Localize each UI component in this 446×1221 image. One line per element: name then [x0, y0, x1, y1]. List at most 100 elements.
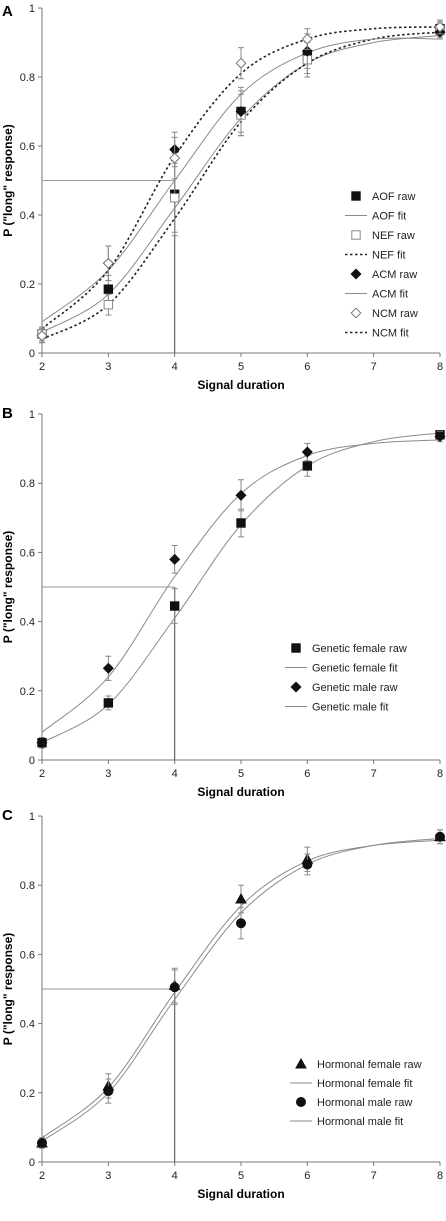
- legend-label-acm-fit: ACM fit: [372, 289, 408, 301]
- data-point-hormonal-male-raw: [169, 982, 180, 993]
- panel-label: B: [2, 405, 13, 422]
- data-point-genetic-male-raw: [102, 662, 114, 674]
- legend-marker-ncm-raw: [350, 307, 362, 319]
- data-point-nef-raw: [103, 300, 114, 310]
- x-tick-label: 3: [105, 768, 111, 780]
- data-point-genetic-female-raw: [169, 601, 180, 611]
- x-tick-label: 4: [172, 1170, 178, 1182]
- legend-marker-hormonal-female-raw: [295, 1057, 307, 1069]
- x-tick-label: 6: [304, 1170, 310, 1182]
- legend-label-hormonal-male-raw: Hormonal male raw: [317, 1097, 412, 1109]
- legend-label-genetic-male-raw: Genetic male raw: [312, 682, 398, 694]
- data-point-ncm-raw: [36, 330, 48, 342]
- data-point-acm-raw: [235, 105, 247, 118]
- legend-marker-genetic-male-raw: [290, 681, 302, 693]
- panel-label: C: [2, 807, 13, 824]
- legend-label-hormonal-male-fit: Hormonal male fit: [317, 1116, 403, 1128]
- panel-b: B 0 0.2 0.4 0.6 0.8 1 2 3 4 5 6 7 8 Signal duration P (…: [1, 405, 446, 799]
- y-tick-label: 0.4: [20, 210, 35, 222]
- y-tick-label: 0.6: [20, 547, 35, 559]
- data-point-hormonal-male-raw: [435, 831, 445, 842]
- y-tick-label: 1: [29, 409, 35, 421]
- y-axis-label: P ("long" response): [1, 531, 15, 644]
- y-tick-label: 0.6: [20, 141, 35, 153]
- data-point-ncm-raw: [102, 257, 114, 269]
- data-point-ncm-raw: [235, 57, 247, 69]
- data-point-hormonal-male-raw: [103, 1086, 114, 1097]
- x-tick-label: 7: [371, 1170, 377, 1182]
- y-tick-label: 1: [29, 811, 35, 823]
- legend-label-aof-fit: AOF fit: [372, 211, 406, 223]
- legend-label-ncm-fit: NCM fit: [372, 328, 409, 340]
- data-point-hormonal-female-raw: [235, 893, 247, 904]
- fit-curve-ncm-fit: [41, 26, 441, 330]
- panel-a: A 0 0.2 0.4 0.6 0.8 1 2 3 4 5 6 7 8 Signal duration P (…: [1, 3, 446, 392]
- y-tick-label: 0: [29, 1157, 35, 1169]
- y-axis-label: P ("long" response): [1, 124, 15, 237]
- y-tick-label: 0.8: [20, 880, 35, 892]
- x-tick-label: 7: [371, 361, 377, 373]
- legend-marker-acm-raw: [350, 268, 362, 280]
- x-tick-label: 2: [39, 361, 45, 373]
- legend-label-acm-raw: ACM raw: [372, 269, 417, 281]
- x-tick-label: 5: [238, 361, 244, 373]
- y-axis-label: P ("long" response): [1, 933, 15, 1046]
- y-tick-label: 0: [29, 348, 35, 360]
- data-point-hormonal-male-raw: [302, 859, 313, 870]
- fit-curve-hormonal-male-fit: [41, 837, 441, 1142]
- x-axis-label: Signal duration: [197, 1187, 284, 1201]
- legend-label-ncm-raw: NCM raw: [372, 308, 418, 320]
- legend-label-hormonal-female-fit: Hormonal female fit: [317, 1078, 412, 1090]
- y-tick-label: 0.2: [20, 279, 35, 291]
- x-tick-label: 2: [39, 768, 45, 780]
- legend-label-genetic-female-fit: Genetic female fit: [312, 663, 398, 675]
- data-point-nef-raw: [169, 193, 180, 203]
- legend-label-hormonal-female-raw: Hormonal female raw: [317, 1059, 422, 1071]
- data-point-hormonal-male-raw: [37, 1137, 47, 1148]
- x-tick-label: 5: [238, 1170, 244, 1182]
- x-tick-label: 8: [437, 1170, 443, 1182]
- panel-label: A: [2, 3, 13, 20]
- y-tick-label: 0.4: [20, 617, 35, 629]
- x-tick-label: 4: [172, 768, 178, 780]
- y-tick-label: 0: [29, 755, 35, 767]
- y-tick-label: 1: [29, 3, 35, 15]
- legend-label-genetic-male-fit: Genetic male fit: [312, 702, 388, 714]
- data-point-genetic-male-raw: [169, 553, 181, 565]
- x-tick-label: 6: [304, 361, 310, 373]
- legend-marker-nef-raw: [351, 230, 361, 240]
- x-axis-label: Signal duration: [197, 785, 284, 799]
- data-point-ncm-raw: [301, 33, 313, 45]
- data-point-acm-raw: [301, 45, 313, 57]
- y-tick-label: 0.8: [20, 72, 35, 84]
- data-point-genetic-female-raw: [103, 698, 114, 708]
- data-point-genetic-male-raw: [434, 430, 446, 442]
- data-point-genetic-male-raw: [36, 737, 48, 749]
- y-tick-label: 0.2: [20, 1088, 35, 1100]
- x-tick-label: 7: [371, 768, 377, 780]
- x-tick-label: 8: [437, 361, 443, 373]
- legend-marker-hormonal-male-raw: [296, 1097, 306, 1107]
- legend-label-genetic-female-raw: Genetic female raw: [312, 643, 407, 655]
- legend-label-aof-raw: AOF raw: [372, 191, 415, 203]
- x-axis-label: Signal duration: [197, 378, 284, 392]
- data-point-hormonal-male-raw: [236, 918, 246, 929]
- y-tick-label: 0.4: [20, 1019, 35, 1031]
- x-tick-label: 4: [172, 361, 178, 373]
- x-tick-label: 3: [105, 361, 111, 373]
- y-tick-label: 0.8: [20, 478, 35, 490]
- legend-label-nef-fit: NEF fit: [372, 250, 406, 262]
- x-tick-label: 5: [238, 768, 244, 780]
- x-tick-label: 6: [304, 768, 310, 780]
- x-tick-label: 3: [105, 1170, 111, 1182]
- y-tick-label: 0.6: [20, 949, 35, 961]
- y-tick-label: 0.2: [20, 686, 35, 698]
- legend-label-nef-raw: NEF raw: [372, 230, 415, 242]
- data-point-genetic-female-raw: [236, 518, 246, 528]
- data-point-ncm-raw: [434, 21, 446, 33]
- data-point-ncm-raw: [169, 152, 181, 164]
- data-point-genetic-female-raw: [302, 461, 313, 471]
- data-point-genetic-male-raw: [301, 446, 313, 458]
- legend-marker-aof-raw: [351, 191, 361, 201]
